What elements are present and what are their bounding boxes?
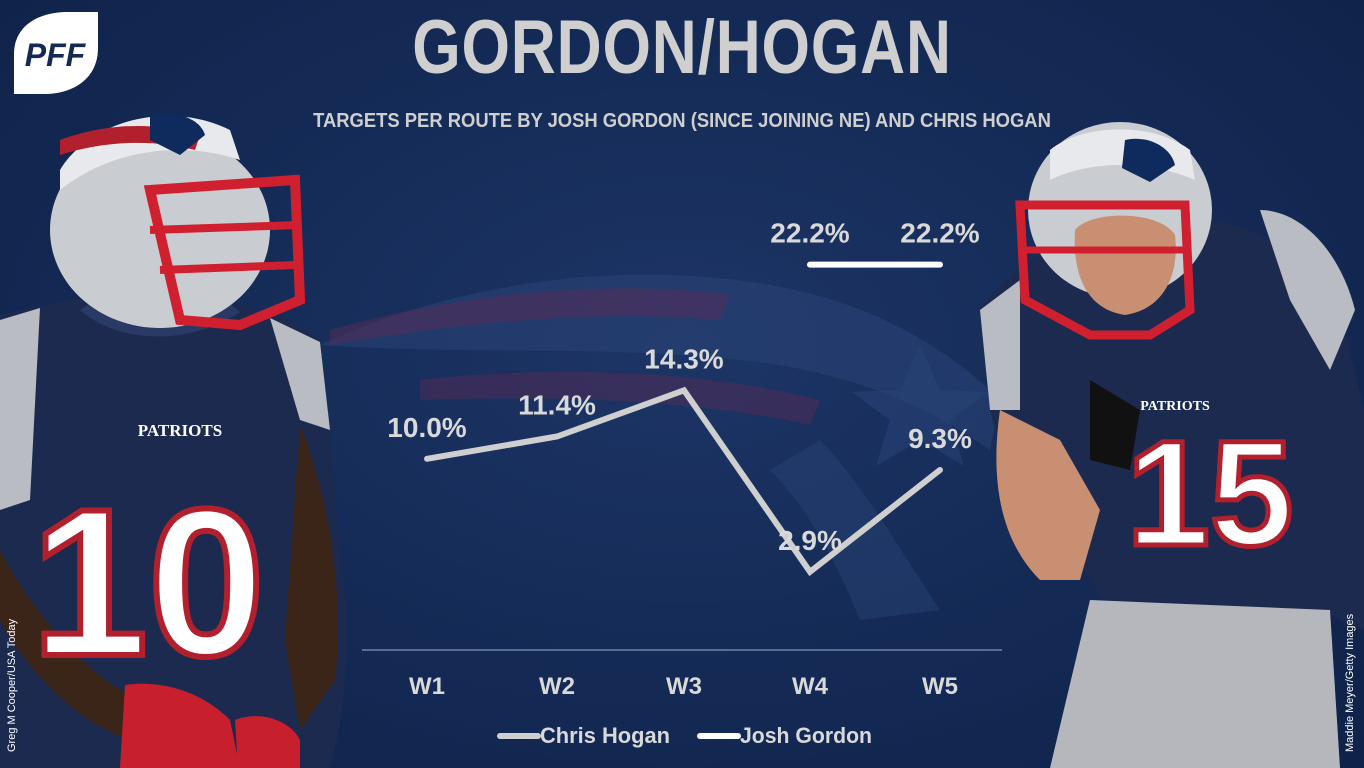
patriots-watermark-icon (320, 274, 1000, 620)
chart-subtitle: TARGETS PER ROUTE BY JOSH GORDON (SINCE … (313, 110, 1051, 132)
pff-logo: PFF (14, 12, 98, 94)
series-line-chris-hogan (424, 386, 943, 577)
jersey-number-left: 10 (31, 465, 265, 700)
x-tick-label-w1: W1 (409, 673, 445, 700)
series-chris-hogan (424, 386, 943, 577)
photo-credit-left: Greg M Cooper/USA Today (6, 618, 18, 752)
x-tick-label-w4: W4 (792, 673, 829, 700)
data-label-chris-hogan-w1: 10.0% (387, 412, 466, 443)
legend-label-josh-gordon: Josh Gordon (740, 723, 872, 748)
x-tick-label-w3: W3 (666, 673, 702, 700)
jersey-team-text-left: PATRIOTS (138, 421, 222, 440)
legend: Chris Hogan Josh Gordon (497, 723, 872, 748)
data-labels: 10.0% 11.4% 14.3% 2.9% 9.3% 22.2% 22.2% (387, 218, 979, 556)
data-label-josh-gordon-w5: 22.2% (900, 218, 979, 249)
jersey-number-right: 15 (1127, 409, 1294, 577)
data-label-chris-hogan-w4: 2.9% (778, 525, 842, 556)
pff-logo-text: PFF (25, 37, 87, 73)
data-label-chris-hogan-w3: 14.3% (644, 343, 723, 374)
x-tick-label-w2: W2 (539, 673, 575, 700)
photo-credit-right: Maddie Meyer/Getty Images (1344, 613, 1356, 752)
data-label-chris-hogan-w5: 9.3% (908, 423, 972, 454)
data-label-chris-hogan-w2: 11.4% (518, 390, 596, 421)
jersey-team-text-right: PATRIOTS (1140, 399, 1210, 414)
data-label-josh-gordon-w4: 22.2% (770, 218, 849, 249)
x-axis-ticks: W1 W2 W3 W4 W5 (409, 673, 958, 700)
player-photo-right: 15 PATRIOTS (980, 122, 1364, 768)
chart-title: GORDON/HOGAN (412, 5, 952, 90)
x-tick-label-w5: W5 (922, 673, 958, 700)
legend-label-chris-hogan: Chris Hogan (540, 723, 670, 748)
player-photo-left: 10 PATRIOTS (0, 113, 347, 768)
